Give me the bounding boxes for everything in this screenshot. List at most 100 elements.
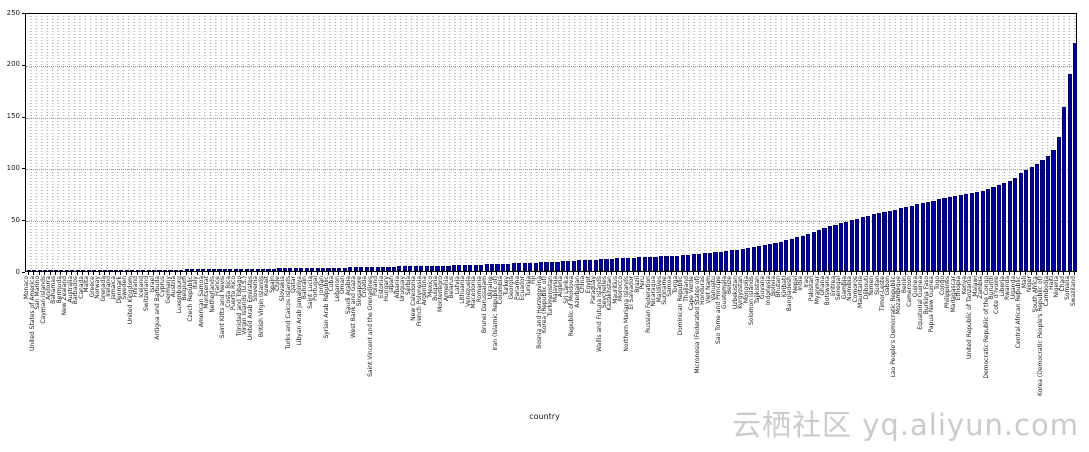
bar — [250, 268, 255, 271]
bar — [904, 207, 909, 271]
x-tick-mark — [529, 272, 531, 275]
x-tick-mark — [109, 272, 111, 275]
bar — [664, 256, 669, 271]
bar — [648, 256, 653, 271]
bar — [926, 202, 931, 271]
bar — [795, 237, 800, 271]
bar — [113, 270, 118, 271]
bar — [1002, 182, 1007, 271]
x-tick-mark — [627, 272, 629, 275]
bar — [871, 214, 876, 271]
bar — [282, 268, 287, 271]
bar — [1013, 178, 1018, 271]
bar — [822, 227, 827, 271]
x-tick-mark — [218, 272, 220, 275]
x-tick-mark — [938, 272, 939, 275]
bar — [800, 235, 805, 271]
x-tick-mark — [741, 272, 743, 275]
bar — [119, 270, 124, 271]
x-tick-mark — [447, 272, 449, 275]
bar — [70, 270, 75, 271]
bar — [293, 268, 298, 271]
x-tick-mark — [38, 272, 40, 275]
bar — [806, 234, 811, 271]
bar — [593, 259, 598, 271]
bar — [947, 196, 952, 271]
bar — [326, 267, 331, 271]
y-gridline — [26, 221, 1076, 223]
x-tick-mark — [311, 272, 313, 275]
bar — [539, 262, 544, 271]
x-tick-mark — [828, 272, 830, 275]
x-tick-mark — [594, 272, 596, 275]
x-tick-mark — [540, 272, 542, 275]
x-tick-mark — [1036, 272, 1038, 275]
bar — [440, 265, 446, 271]
x-tick-mark — [867, 272, 869, 275]
x-tick-mark — [850, 272, 852, 275]
y-tick-label: 100 — [6, 163, 20, 172]
x-tick-mark — [458, 272, 460, 275]
x-tick-mark — [365, 272, 367, 275]
x-tick-mark — [1057, 272, 1059, 275]
x-tick-mark — [790, 272, 792, 275]
x-tick-mark — [725, 272, 727, 275]
x-tick-mark — [899, 272, 901, 275]
x-tick-mark — [441, 272, 443, 275]
bar — [277, 268, 282, 271]
bar — [266, 268, 271, 271]
bar — [435, 265, 440, 271]
x-tick-mark — [976, 272, 978, 275]
x-tick-mark — [387, 272, 389, 275]
y-tick-label: 150 — [6, 112, 20, 121]
x-tick-mark — [1047, 272, 1049, 275]
x-tick-mark — [273, 272, 274, 275]
x-tick-mark — [616, 272, 618, 275]
x-tick-mark — [360, 272, 362, 275]
bar — [631, 257, 636, 271]
bar — [724, 251, 729, 271]
x-tick-mark — [153, 272, 155, 275]
x-tick-mark — [736, 272, 738, 275]
x-tick-mark — [916, 272, 918, 275]
x-tick-mark — [251, 272, 253, 275]
y-tick-label: 50 — [11, 215, 20, 224]
x-tick-mark — [583, 272, 585, 275]
x-tick-mark — [927, 272, 929, 275]
bar — [964, 193, 969, 271]
bar — [604, 258, 609, 271]
bar — [408, 266, 413, 271]
bar — [702, 253, 707, 271]
bar — [582, 260, 587, 271]
bar — [942, 198, 947, 271]
bar — [598, 259, 604, 271]
x-tick-mark — [1003, 272, 1005, 275]
x-tick-mark — [747, 272, 749, 275]
x-tick-mark — [1052, 272, 1054, 275]
y-tick-mark — [22, 116, 25, 118]
bar — [32, 270, 37, 271]
x-tick-mark — [245, 272, 247, 275]
x-tick-mark — [496, 272, 498, 275]
bar — [1062, 106, 1067, 271]
x-tick-mark — [409, 272, 411, 275]
x-tick-mark — [196, 272, 198, 275]
x-tick-mark — [180, 272, 182, 275]
bar — [620, 258, 625, 271]
x-tick-mark — [1074, 272, 1076, 275]
bar — [81, 270, 86, 271]
x-tick-mark — [692, 272, 694, 275]
x-tick-mark — [354, 272, 356, 275]
bar — [228, 269, 233, 271]
bar — [222, 269, 228, 271]
bar — [479, 264, 484, 271]
bar — [364, 267, 369, 271]
bar — [446, 265, 451, 271]
bar — [653, 256, 658, 271]
y-gridline — [26, 65, 1076, 67]
bar — [43, 270, 48, 271]
x-tick-mark — [518, 272, 520, 275]
watermark: 云栖社区 yq.aliyun.com — [732, 408, 1079, 442]
bar — [331, 267, 337, 271]
x-tick-mark — [687, 272, 689, 275]
